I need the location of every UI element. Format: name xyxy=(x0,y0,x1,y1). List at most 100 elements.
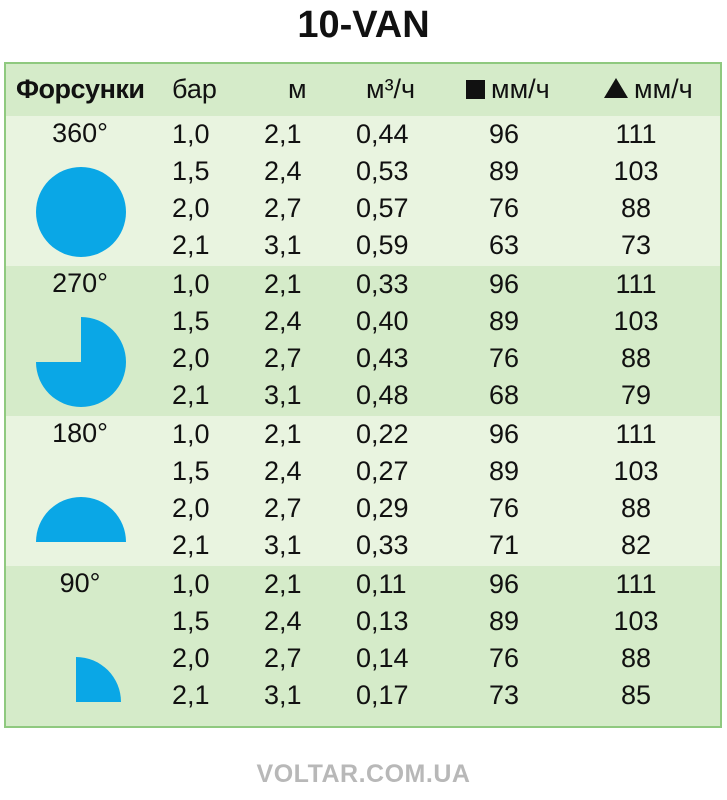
cell-triangle: 88 xyxy=(620,643,652,673)
angle-label: 360° xyxy=(52,118,108,148)
cell-m: 2,1 xyxy=(264,569,302,599)
cell-square: 89 xyxy=(488,306,520,336)
cell-bar: 2,0 xyxy=(172,493,210,523)
table-row: 2,1 3,1 0,17 73 85 xyxy=(6,677,720,714)
cell-square: 76 xyxy=(488,343,520,373)
cell-bar: 2,1 xyxy=(172,530,210,560)
cell-m: 2,7 xyxy=(264,193,302,223)
cell-square: 96 xyxy=(488,419,520,449)
cell-square: 96 xyxy=(488,269,520,299)
angle-label: 270° xyxy=(52,268,108,298)
table-row: 2,0 2,7 0,29 76 88 xyxy=(6,490,720,527)
cell-m: 2,4 xyxy=(264,306,302,336)
site-watermark: VOLTAR.COM.UA xyxy=(256,760,471,788)
cell-bar: 1,5 xyxy=(172,306,210,336)
triangle-icon xyxy=(604,78,628,98)
cell-m: 2,7 xyxy=(264,643,302,673)
group-90: 90° 1,0 2,1 0,11 96 111 1,5 2,4 0,13 89 … xyxy=(6,566,720,726)
cell-bar: 2,0 xyxy=(172,193,210,223)
header-triangle-rate: мм/ч xyxy=(604,74,693,105)
cell-flow: 0,43 xyxy=(356,343,409,373)
cell-triangle: 85 xyxy=(620,680,652,710)
cell-square: 63 xyxy=(488,230,520,260)
cell-square: 96 xyxy=(488,119,520,149)
cell-m: 2,7 xyxy=(264,493,302,523)
table-row: 1,5 2,4 0,53 89 103 xyxy=(6,153,720,190)
header-square-rate: мм/ч xyxy=(466,74,550,105)
cell-flow: 0,14 xyxy=(356,643,409,673)
cell-triangle: 111 xyxy=(615,419,657,449)
cell-bar: 1,5 xyxy=(172,606,210,636)
cell-triangle: 103 xyxy=(613,456,659,486)
cell-bar: 1,5 xyxy=(172,156,210,186)
cell-flow: 0,11 xyxy=(356,569,407,599)
table-row: 1,0 2,1 0,44 96 111 xyxy=(6,116,720,153)
cell-triangle: 88 xyxy=(620,343,652,373)
cell-m: 3,1 xyxy=(264,680,302,710)
cell-bar: 2,1 xyxy=(172,680,210,710)
cell-square: 89 xyxy=(488,156,520,186)
cell-flow: 0,22 xyxy=(356,419,409,449)
full-circle-icon xyxy=(36,167,126,257)
cell-triangle: 111 xyxy=(615,569,657,599)
cell-square: 71 xyxy=(488,530,520,560)
cell-m: 2,4 xyxy=(264,156,302,186)
cell-bar: 2,1 xyxy=(172,380,210,410)
cell-m: 2,4 xyxy=(264,606,302,636)
header-pressure: бар xyxy=(172,74,217,104)
cell-m: 3,1 xyxy=(264,530,302,560)
table-row: 2,0 2,7 0,57 76 88 xyxy=(6,190,720,227)
cell-flow: 0,44 xyxy=(356,119,409,149)
header-square-label: мм/ч xyxy=(491,74,550,104)
cell-triangle: 103 xyxy=(613,156,659,186)
table-row: 1,5 2,4 0,27 89 103 xyxy=(6,453,720,490)
group-180: 180° 1,0 2,1 0,22 96 111 1,5 2,4 0,27 89… xyxy=(6,416,720,566)
cell-flow: 0,53 xyxy=(356,156,409,186)
cell-square: 73 xyxy=(488,680,520,710)
cell-m: 2,1 xyxy=(264,269,302,299)
cell-square: 76 xyxy=(488,643,520,673)
cell-square: 89 xyxy=(488,456,520,486)
table-row: 1,0 2,1 0,22 96 111 xyxy=(6,416,720,453)
cell-bar: 2,0 xyxy=(172,643,210,673)
table-row: 1,0 2,1 0,33 96 111 xyxy=(6,266,720,303)
angle-label: 180° xyxy=(52,418,108,448)
cell-triangle: 103 xyxy=(613,606,659,636)
half-circle-icon xyxy=(36,497,126,542)
cell-triangle: 73 xyxy=(620,230,652,260)
cell-triangle: 88 xyxy=(620,493,652,523)
cell-square: 68 xyxy=(488,380,520,410)
cell-m: 2,1 xyxy=(264,119,302,149)
page-title: 10-VAN xyxy=(297,4,430,46)
table-row: 2,1 3,1 0,33 71 82 xyxy=(6,527,720,564)
cell-bar: 1,0 xyxy=(172,569,210,599)
cell-flow: 0,13 xyxy=(356,606,409,636)
cell-square: 76 xyxy=(488,193,520,223)
cell-m: 2,1 xyxy=(264,419,302,449)
nozzle-spec-table: Форсунки бар м м³/ч мм/ч мм/ч 360° 1,0 2… xyxy=(4,62,722,728)
three-quarter-circle-icon xyxy=(36,317,126,407)
cell-flow: 0,57 xyxy=(356,193,409,223)
cell-bar: 1,0 xyxy=(172,269,210,299)
angle-label: 90° xyxy=(59,568,101,598)
header-flow: м³/ч xyxy=(366,74,416,104)
header-radius: м xyxy=(288,74,307,104)
cell-triangle: 82 xyxy=(620,530,652,560)
cell-triangle: 103 xyxy=(613,306,659,336)
table-header: Форсунки бар м м³/ч мм/ч мм/ч xyxy=(6,64,720,116)
cell-triangle: 111 xyxy=(615,269,657,299)
cell-m: 3,1 xyxy=(264,230,302,260)
cell-flow: 0,29 xyxy=(356,493,409,523)
group-270: 270° 1,0 2,1 0,33 96 111 1,5 2,4 0,40 89… xyxy=(6,266,720,416)
cell-flow: 0,33 xyxy=(356,530,409,560)
table-row: 2,1 3,1 0,59 63 73 xyxy=(6,227,720,264)
cell-square: 89 xyxy=(488,606,520,636)
cell-flow: 0,40 xyxy=(356,306,409,336)
table-row: 1,0 2,1 0,11 96 111 xyxy=(6,566,720,603)
table-row: 2,0 2,7 0,43 76 88 xyxy=(6,340,720,377)
quarter-circle-icon xyxy=(76,657,121,702)
cell-square: 76 xyxy=(488,493,520,523)
cell-m: 2,7 xyxy=(264,343,302,373)
table-row: 1,5 2,4 0,13 89 103 xyxy=(6,603,720,640)
table-row: 2,0 2,7 0,14 76 88 xyxy=(6,640,720,677)
